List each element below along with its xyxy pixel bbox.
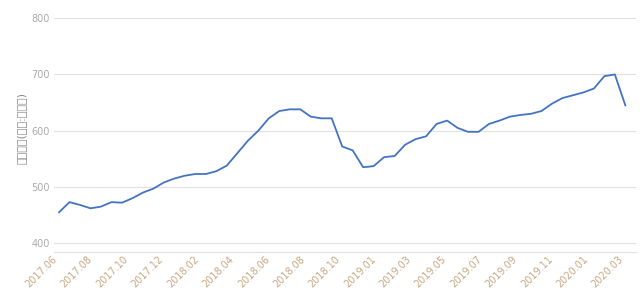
Y-axis label: 거래금액(단위:백만원): 거래금액(단위:백만원) (17, 92, 27, 164)
